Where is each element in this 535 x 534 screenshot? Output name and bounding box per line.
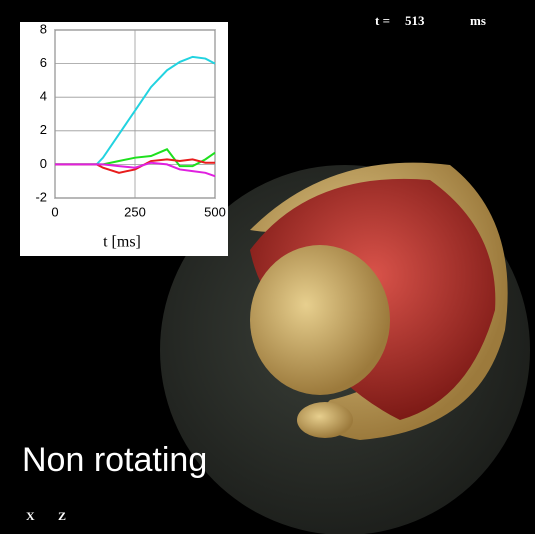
y-tick-label: 4 <box>40 89 47 104</box>
y-tick-label: 2 <box>40 122 47 137</box>
gold-core <box>250 245 390 395</box>
axis-x-label: X <box>26 509 35 523</box>
x-tick-label: 500 <box>204 204 226 219</box>
x-tick-label: 0 <box>51 204 58 219</box>
y-tick-label: 0 <box>40 156 47 171</box>
x-tick-label: 250 <box>124 204 146 219</box>
time-prefix: t = <box>375 13 390 28</box>
y-tick-label: 8 <box>40 21 47 36</box>
page: {"chart_data": {"type": "line", "xlabel"… <box>0 0 535 534</box>
scene: t [ms] t = 513 ms Non rotating X Z -2 0 2 4… <box>0 0 535 534</box>
x-axis-label: t [ms] <box>103 234 141 251</box>
y-tick-label: -2 <box>35 189 47 204</box>
caption: Non rotating <box>22 441 207 479</box>
gold-blob <box>297 402 353 438</box>
axis-z-label: Z <box>58 509 66 523</box>
time-unit: ms <box>470 13 486 28</box>
y-tick-label: 6 <box>40 55 47 70</box>
time-value: 513 <box>405 13 425 28</box>
